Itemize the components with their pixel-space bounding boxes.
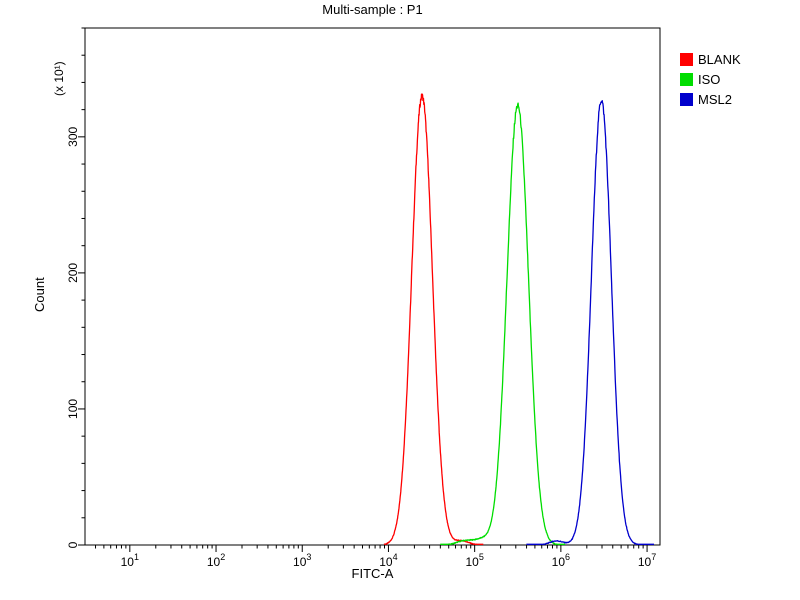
legend-label: BLANK xyxy=(698,52,741,67)
chart-title: Multi-sample : P1 xyxy=(322,2,423,17)
y-tick-label: 100 xyxy=(66,399,80,419)
legend-swatch xyxy=(680,73,693,86)
legend-item: MSL2 xyxy=(680,92,741,107)
legend-item: ISO xyxy=(680,72,741,87)
legend-swatch xyxy=(680,53,693,66)
legend-item: BLANK xyxy=(680,52,741,67)
legend: BLANK ISO MSL2 xyxy=(680,52,741,112)
series-curve-iso xyxy=(439,102,566,545)
x-axis-label: FITC-A xyxy=(351,566,394,581)
plot-frame xyxy=(84,27,661,546)
y-tick-label: 200 xyxy=(66,263,80,283)
series-curve-blank xyxy=(383,93,484,545)
legend-label: ISO xyxy=(698,72,721,87)
series-curve-msl2 xyxy=(526,99,655,545)
y-tick-label: 0 xyxy=(66,541,80,548)
y-tick-label: 300 xyxy=(66,127,80,147)
legend-label: MSL2 xyxy=(698,92,732,107)
legend-swatch xyxy=(680,93,693,106)
